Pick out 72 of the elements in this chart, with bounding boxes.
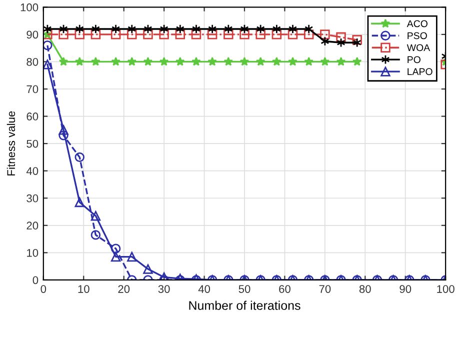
legend-label: LAPO bbox=[408, 68, 432, 76]
point bbox=[143, 30, 153, 40]
y-tick-label: 0 bbox=[32, 276, 38, 284]
point bbox=[288, 56, 298, 66]
y-tick-label: 50 bbox=[26, 140, 38, 148]
point bbox=[127, 30, 137, 40]
point bbox=[43, 60, 52, 70]
legend-label: PSO bbox=[408, 32, 427, 40]
point bbox=[43, 40, 52, 50]
point bbox=[90, 30, 101, 40]
point bbox=[143, 56, 153, 66]
point bbox=[192, 56, 201, 66]
point bbox=[175, 56, 185, 66]
point bbox=[58, 130, 68, 140]
point bbox=[159, 30, 169, 40]
point bbox=[58, 30, 68, 40]
point bbox=[58, 56, 68, 66]
x-tick-label: 100 bbox=[437, 285, 454, 293]
point bbox=[224, 56, 234, 66]
point bbox=[74, 56, 84, 66]
point bbox=[207, 30, 218, 40]
x-tick-label: 60 bbox=[279, 285, 290, 293]
x-tick-label: 80 bbox=[359, 285, 371, 293]
point bbox=[272, 56, 282, 66]
point bbox=[272, 30, 282, 40]
x-tick-label: 20 bbox=[118, 285, 130, 293]
legend-label: WOA bbox=[406, 44, 430, 52]
x-tick-label: 40 bbox=[198, 285, 210, 293]
point bbox=[58, 125, 68, 135]
y-tick-label: 40 bbox=[26, 167, 38, 175]
x-tick-label: 50 bbox=[238, 285, 250, 293]
y-tick-label: 10 bbox=[27, 248, 38, 257]
y-tick-label: 70 bbox=[26, 85, 38, 94]
legend-label: PO bbox=[408, 56, 420, 64]
point bbox=[288, 30, 298, 40]
y-tick-label: 100 bbox=[20, 3, 38, 12]
x-tick-label: 70 bbox=[319, 285, 331, 293]
point bbox=[159, 56, 169, 66]
x-tick-label: 0 bbox=[40, 285, 46, 293]
point bbox=[111, 56, 120, 66]
y-tick-label: 30 bbox=[26, 194, 38, 202]
point bbox=[256, 56, 266, 66]
point bbox=[191, 30, 202, 40]
point bbox=[127, 56, 137, 66]
point bbox=[91, 56, 100, 66]
x-tick-label: 90 bbox=[400, 285, 412, 293]
x-tick-label: 30 bbox=[158, 285, 170, 293]
point bbox=[240, 56, 250, 66]
y-tick-label: 60 bbox=[26, 112, 38, 120]
y-tick-label: 90 bbox=[26, 30, 38, 39]
point bbox=[320, 56, 330, 66]
x-axis-title: Number of iterations bbox=[189, 300, 300, 310]
point bbox=[175, 30, 186, 40]
point bbox=[304, 30, 314, 40]
point bbox=[336, 56, 346, 66]
point bbox=[224, 30, 234, 40]
point bbox=[256, 30, 266, 40]
y-tick-label: 20 bbox=[26, 222, 38, 230]
point bbox=[208, 56, 217, 66]
point bbox=[240, 30, 250, 40]
point bbox=[304, 56, 314, 66]
point bbox=[74, 30, 84, 40]
point bbox=[74, 152, 84, 162]
y-axis-title: Fitness value bbox=[6, 111, 16, 176]
legend-label: ACO bbox=[406, 20, 428, 28]
point bbox=[320, 30, 330, 40]
x-tick-label: 10 bbox=[78, 285, 90, 293]
y-tick-label: 80 bbox=[26, 58, 38, 66]
point bbox=[352, 56, 362, 66]
point bbox=[110, 30, 121, 40]
point bbox=[352, 35, 362, 45]
point bbox=[336, 32, 346, 42]
